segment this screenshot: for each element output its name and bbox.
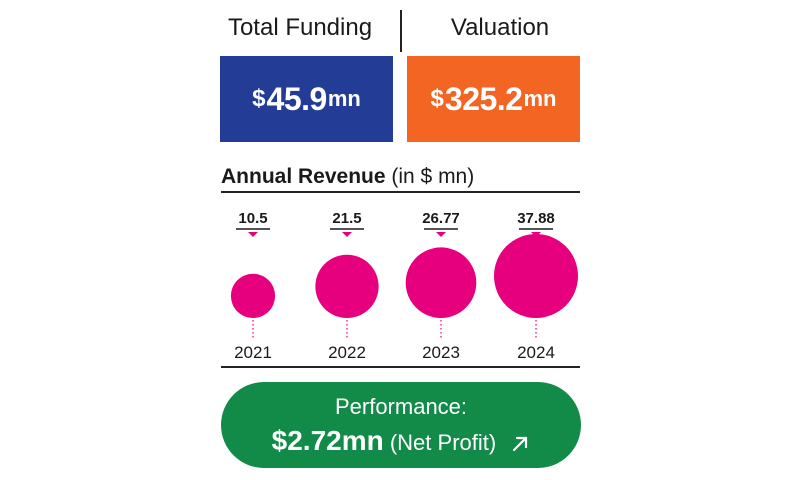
bubble xyxy=(405,247,477,318)
performance-label: Performance: xyxy=(334,394,468,419)
bubble xyxy=(494,234,578,318)
bubble-year-label: 2023 xyxy=(422,343,460,362)
bubble-value-label: 21.5 xyxy=(332,210,361,227)
bubble-year-label: 2021 xyxy=(234,343,272,362)
bubble-pointer xyxy=(436,232,446,237)
bubble-value-label: 26.77 xyxy=(422,210,460,227)
performance-value: $2.72mn xyxy=(271,425,384,456)
valuation-unit: mn xyxy=(523,86,557,111)
total-funding-unit: mn xyxy=(327,86,361,111)
revenue-title-bold: Annual Revenue xyxy=(221,165,386,188)
revenue-title: Annual Revenue (in $ mn) xyxy=(221,165,474,189)
performance-note: (Net Profit) xyxy=(383,430,497,455)
arrow-up-right-icon xyxy=(513,437,528,452)
performance-line: $2.72mn (Net Profit) xyxy=(221,425,581,457)
revenue-title-unit: (in $ mn) xyxy=(385,165,475,188)
bubble-value-label: 10.5 xyxy=(238,210,267,227)
valuation-currency: $ xyxy=(430,85,444,112)
bubble-pointer xyxy=(342,232,352,237)
performance-pill: Performance: $2.72mn (Net Profit) xyxy=(221,382,581,468)
bubble-value-label: 37.88 xyxy=(517,210,555,227)
bubble-year-label: 2024 xyxy=(517,343,555,362)
total-funding-value: 45.9 xyxy=(266,80,328,117)
valuation-value: 325.2 xyxy=(444,80,523,117)
revenue-bottom-rule xyxy=(221,366,580,368)
valuation-label: Valuation xyxy=(450,14,550,41)
total-funding-currency: $ xyxy=(252,85,266,112)
stat-divider xyxy=(400,10,402,52)
bubble xyxy=(315,254,379,318)
bubble-year-label: 2022 xyxy=(328,343,366,362)
valuation-box: $325.2 mn xyxy=(407,56,580,142)
total-funding-label: Total Funding xyxy=(227,14,373,41)
revenue-top-rule xyxy=(221,191,580,193)
bubble xyxy=(230,273,276,318)
total-funding-box: $45.9 mn xyxy=(220,56,393,142)
bubble-pointer xyxy=(248,232,258,237)
